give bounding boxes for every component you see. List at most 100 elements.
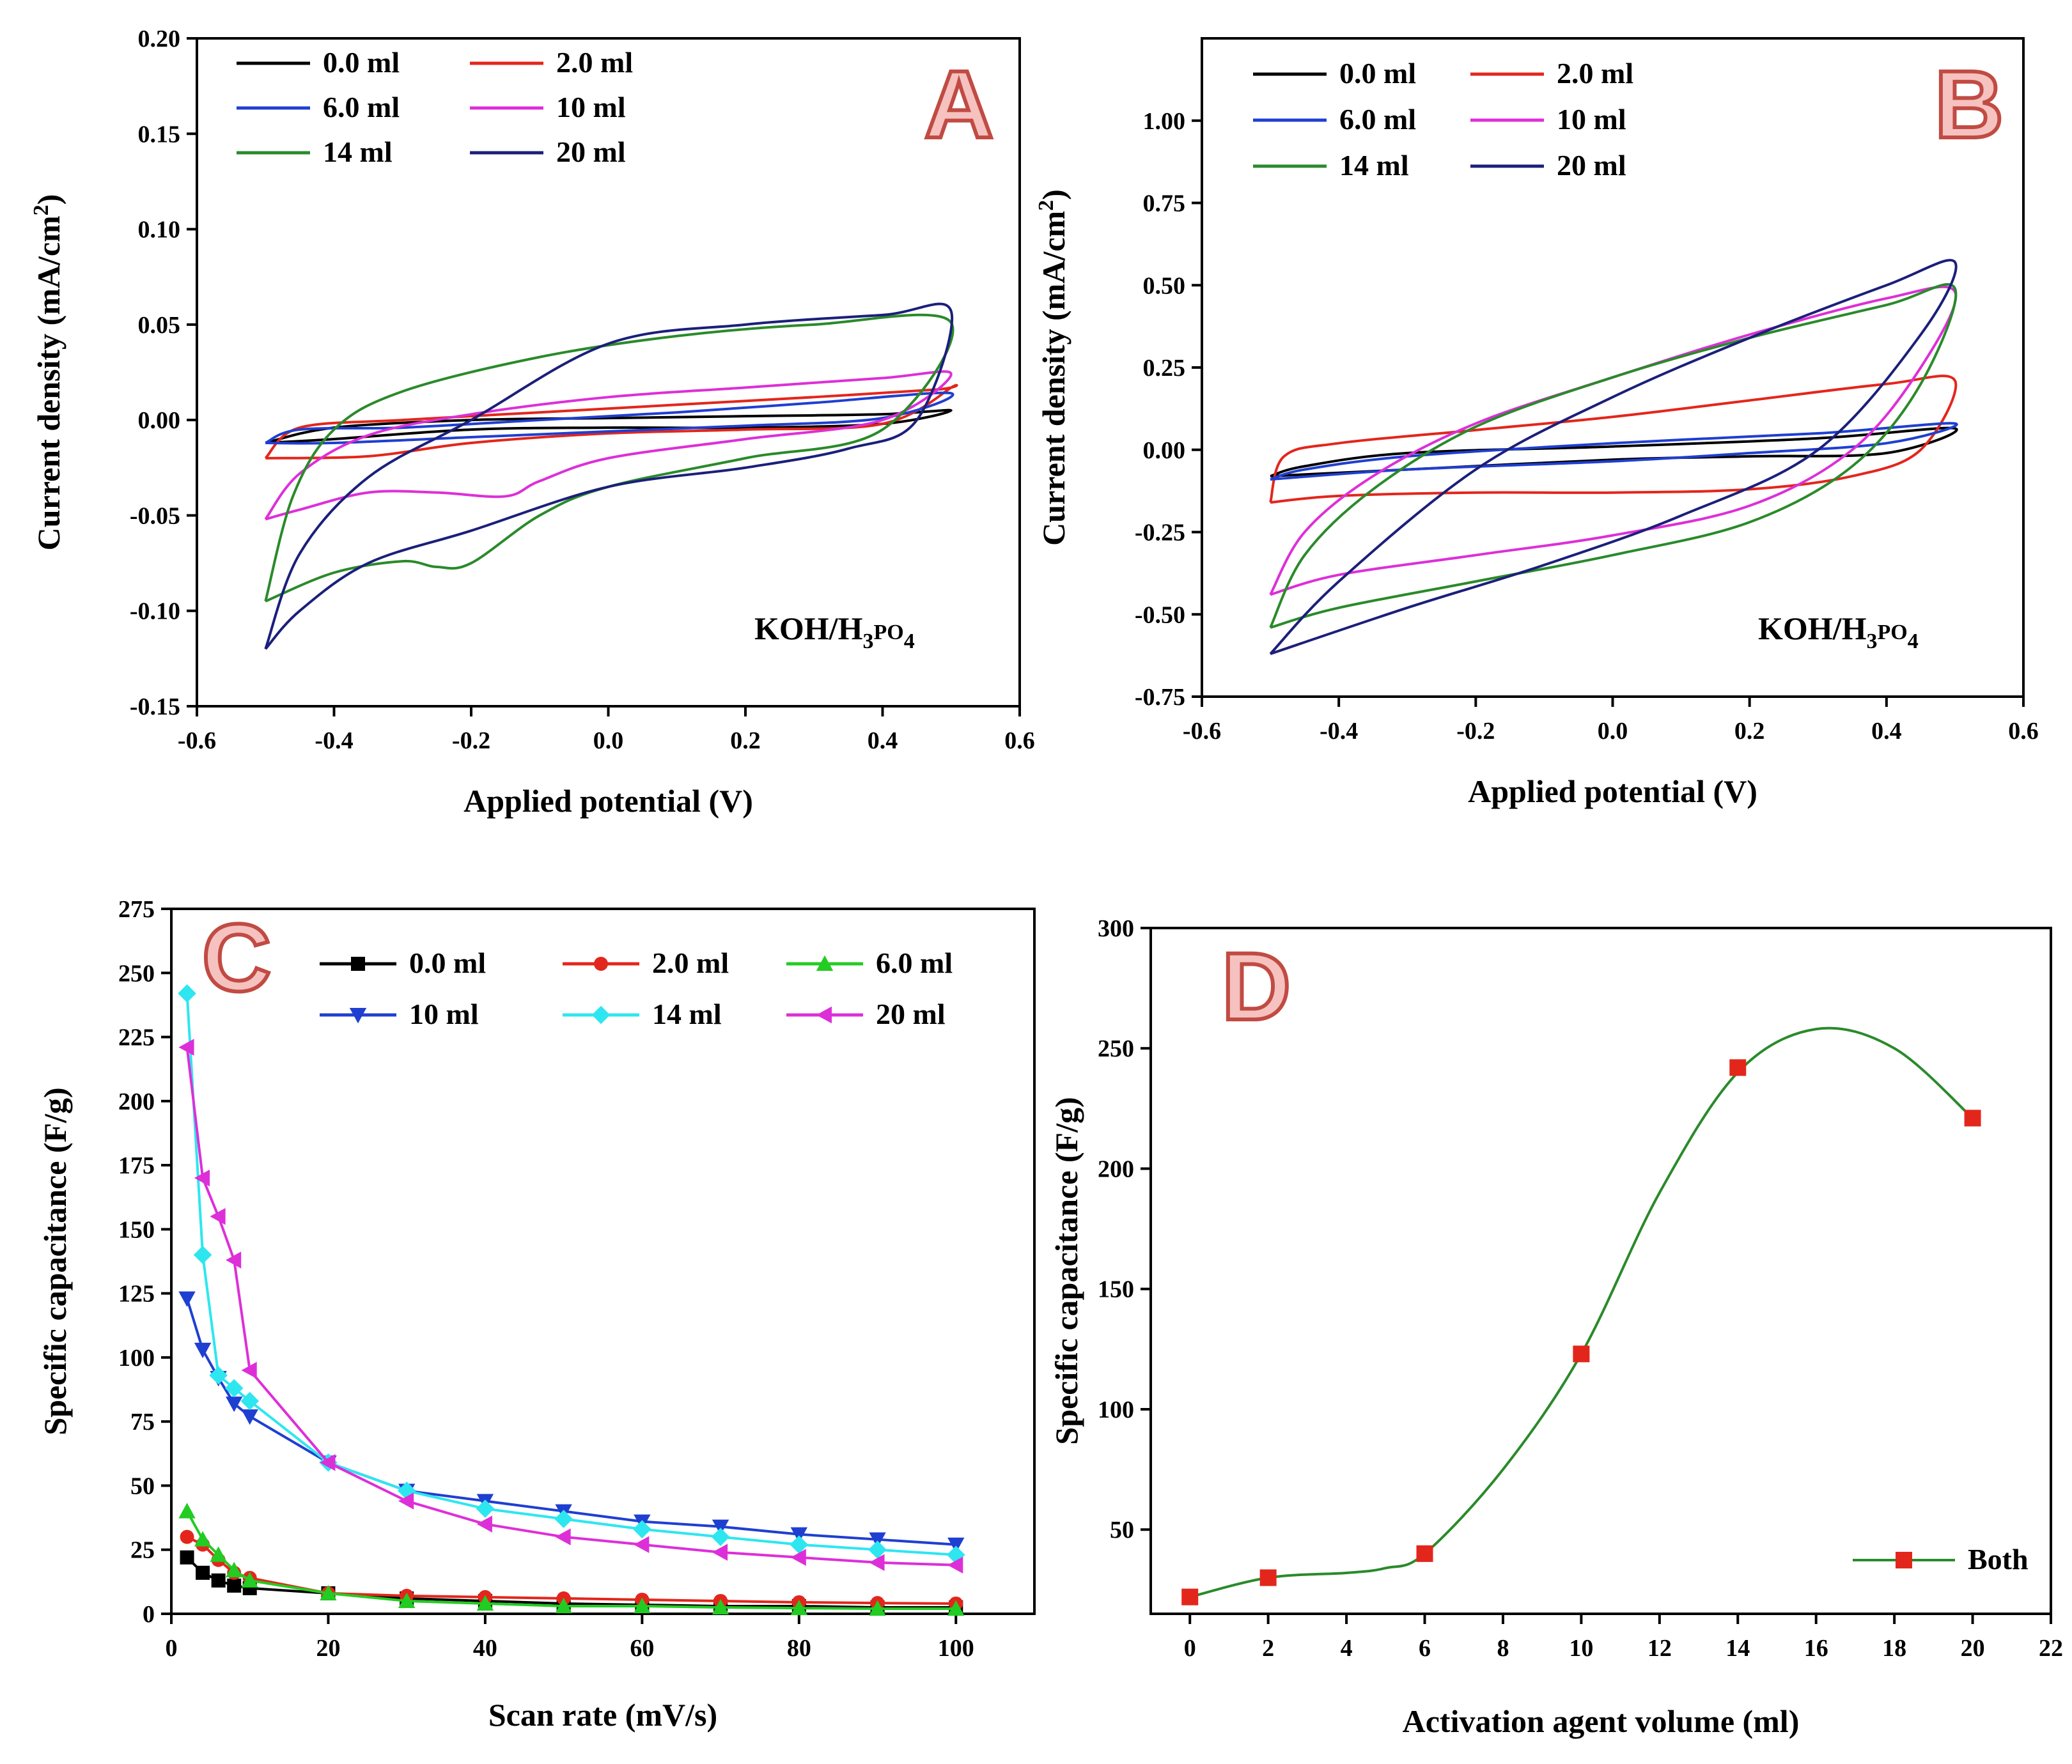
- data-point: [193, 1246, 212, 1264]
- data-point: [320, 1454, 336, 1471]
- legend-label: 0.0 ml: [1339, 57, 1416, 89]
- annotation-part: KOH/H: [1758, 610, 1867, 646]
- x-tick-label: 6: [1419, 1635, 1431, 1662]
- y-tick-label: 25: [130, 1537, 155, 1564]
- x-tick-label: 0.2: [730, 727, 761, 754]
- x-tick-label: 14: [1725, 1635, 1750, 1662]
- y-tick-label: 150: [1098, 1276, 1134, 1303]
- data-point: [947, 1600, 965, 1616]
- data-point: [178, 1503, 196, 1519]
- data-point: [210, 1208, 226, 1225]
- fit-curve: [1189, 1026, 1974, 1598]
- data-point: [210, 1546, 227, 1562]
- panel-letter: B: [1935, 50, 2004, 158]
- x-tick-label: 0: [1184, 1635, 1196, 1662]
- data-point: [790, 1527, 808, 1543]
- data-point: [398, 1592, 416, 1608]
- data-point: [225, 1396, 243, 1412]
- x-tick-label: 0.2: [1734, 718, 1765, 745]
- y-axis-label: Specific capacitance (F/g): [1048, 1097, 1084, 1444]
- x-tick-label: 0.4: [868, 727, 898, 754]
- data-point: [476, 1499, 495, 1518]
- x-tick-label: 0: [166, 1635, 178, 1662]
- plot-frame: [170, 908, 1036, 1615]
- data-point: [178, 1291, 196, 1307]
- legend-label: 14 ml: [1339, 149, 1409, 182]
- y-tick-label: -0.25: [1135, 520, 1185, 546]
- data-point: [320, 1584, 337, 1600]
- y-tick-label: 0.25: [1143, 355, 1186, 382]
- data-point: [178, 1039, 194, 1056]
- y-tick-label: -0.50: [1135, 601, 1185, 628]
- x-tick-label: -0.4: [315, 727, 353, 754]
- x-tick-label: 0.0: [1598, 718, 1628, 745]
- legend-label: 6.0 ml: [1339, 103, 1416, 135]
- plot-frame: [1201, 37, 2025, 698]
- panel-letter: C: [202, 904, 271, 1011]
- y-tick-label: 275: [118, 896, 155, 923]
- legend-label: 0.0 ml: [409, 947, 486, 979]
- data-point: [1259, 1569, 1277, 1586]
- y-tick-label: 200: [118, 1088, 155, 1115]
- panel-letter: D: [1222, 932, 1291, 1040]
- legend-label: 14 ml: [323, 135, 393, 168]
- x-tick-label: 0.4: [1871, 718, 1902, 745]
- x-axis-label: Applied potential (V): [463, 783, 753, 819]
- legend-label: 2.0 ml: [1557, 57, 1633, 89]
- panel-d-chart: 0 2 4 6 8 10 12 14 16 18 20 22 50 100 150 200 250 300 Both…: [1048, 915, 2063, 1739]
- electrolyte-annotation: KOH/H3PO4: [1758, 610, 1919, 653]
- data-point: [1729, 1059, 1747, 1076]
- data-point: [180, 1550, 194, 1565]
- panel-a-chart: -0.6 -0.4 -0.2 0.0 0.2 0.4 0.6 -0.15 -0.10 -0.05 0…: [29, 26, 1035, 819]
- x-axis-label: Activation agent volume (ml): [1403, 1703, 1800, 1739]
- annotation-part: 4: [1908, 630, 1919, 653]
- y-axis-label: Current density (mA/cm2): [29, 194, 66, 551]
- data-point: [634, 1536, 650, 1553]
- y-axis-label: Current density (mA/cm2): [1034, 189, 1071, 546]
- x-tick-label: 60: [630, 1635, 654, 1662]
- x-tick-label: 40: [473, 1635, 497, 1662]
- x-tick-label: 0.6: [2008, 718, 2039, 745]
- x-tick-label: 20: [316, 1635, 340, 1662]
- x-tick-label: 4: [1341, 1635, 1353, 1662]
- data-point: [1964, 1110, 1981, 1127]
- y-axis-label: Specific capacitance (F/g): [37, 1087, 73, 1435]
- y-tick-label: 300: [1098, 915, 1134, 942]
- x-tick-label: 100: [938, 1635, 974, 1662]
- y-tick-label: 250: [1098, 1035, 1134, 1062]
- electrolyte-annotation: KOH/H3PO4: [754, 610, 915, 653]
- data-point: [712, 1519, 729, 1535]
- x-tick-label: -0.2: [452, 727, 490, 754]
- legend-marker: [591, 1005, 611, 1025]
- data-point: [1416, 1545, 1433, 1562]
- y-tick-label: 125: [118, 1281, 155, 1308]
- y-tick-label: 100: [1098, 1396, 1134, 1423]
- data-point: [711, 1528, 730, 1546]
- y-label-main: Current density (mA/cm: [31, 215, 66, 550]
- data-point: [947, 1556, 963, 1574]
- legend-marker: [816, 955, 834, 971]
- x-tick-label: -0.2: [1456, 718, 1495, 745]
- x-tick-label: 8: [1497, 1635, 1509, 1662]
- data-point: [869, 1600, 886, 1616]
- y-tick-label: 0: [143, 1601, 155, 1628]
- y-tick-label: 150: [118, 1216, 155, 1243]
- legend-label: 14 ml: [652, 998, 722, 1030]
- data-point: [790, 1599, 808, 1616]
- y-tick-label: 0.00: [1143, 437, 1186, 464]
- x-tick-label: -0.6: [1183, 718, 1221, 745]
- panel-letter: A: [924, 50, 993, 158]
- data-point: [555, 1597, 572, 1613]
- y-tick-label: 50: [1110, 1517, 1134, 1544]
- y-tick-label: 1.00: [1143, 108, 1186, 135]
- series-line-60ml: [265, 391, 954, 445]
- legend-label: 2.0 ml: [556, 46, 633, 79]
- x-tick-label: 18: [1882, 1635, 1906, 1662]
- data-point: [241, 1572, 258, 1588]
- y-tick-label: 0.75: [1143, 190, 1186, 217]
- x-tick-label: 16: [1804, 1635, 1828, 1662]
- data-point: [224, 1379, 244, 1398]
- x-tick-label: 80: [787, 1635, 811, 1662]
- legend-label: Both: [1968, 1543, 2029, 1575]
- series-line-20ml: [1269, 375, 1958, 504]
